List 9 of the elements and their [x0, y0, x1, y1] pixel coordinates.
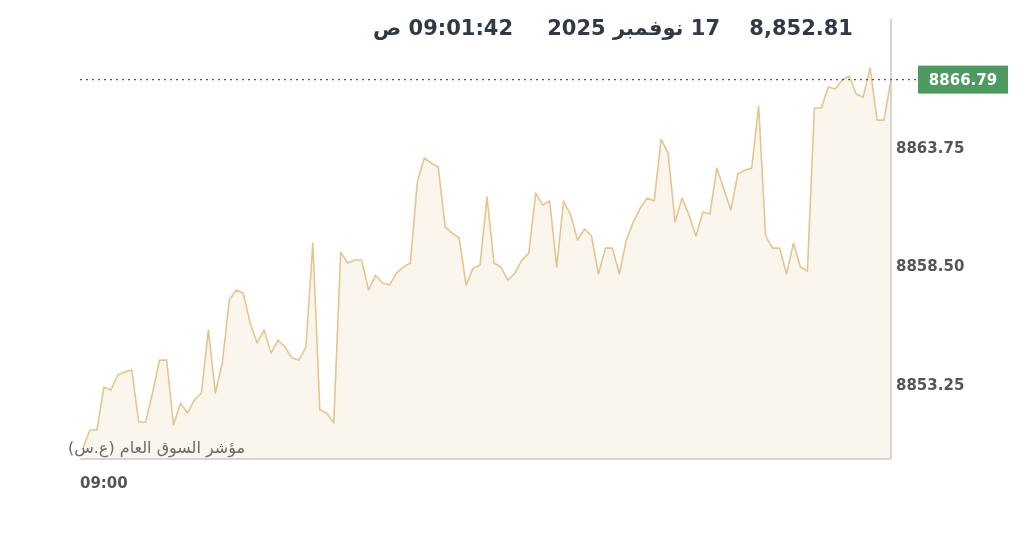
annotation: 8,852.81 — [749, 16, 853, 40]
y-tick-label: 8853.25 — [896, 375, 965, 394]
text: 09:00 — [80, 474, 128, 492]
ref-line-label: 8866.79 — [928, 70, 998, 89]
annotation: 09:01:42 ص — [372, 16, 513, 40]
y-tick-label: 8858.50 — [896, 257, 965, 276]
annotation: مؤشر السوق العام (ع.س) — [68, 438, 246, 457]
annotation: 17 نوفمبر 2025 — [547, 16, 720, 40]
y-tick-label: 8863.75 — [896, 139, 965, 158]
